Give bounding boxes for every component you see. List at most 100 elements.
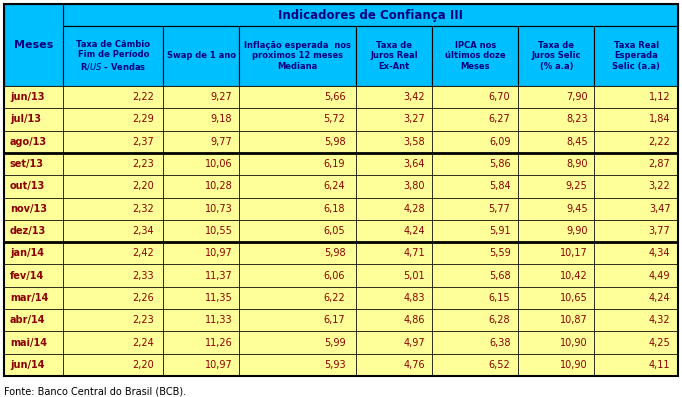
Bar (518, 198, 595, 220)
Text: 6,52: 6,52 (489, 360, 511, 370)
Text: 10,97: 10,97 (205, 360, 233, 370)
Text: 2,24: 2,24 (132, 337, 154, 347)
Text: 5,01: 5,01 (404, 271, 425, 281)
Text: 4,28: 4,28 (404, 204, 425, 214)
Bar (63, 108, 163, 131)
Text: 4,83: 4,83 (404, 293, 425, 303)
Text: 6,17: 6,17 (324, 315, 345, 325)
Text: 2,26: 2,26 (132, 293, 154, 303)
Bar (432, 264, 518, 287)
Text: ago/13: ago/13 (10, 137, 47, 147)
Bar (239, 242, 356, 264)
Text: 10,90: 10,90 (560, 360, 588, 370)
Bar (356, 354, 432, 376)
Bar (63, 153, 163, 175)
Bar (63, 242, 163, 264)
Bar (239, 220, 356, 242)
Text: nov/13: nov/13 (10, 204, 47, 214)
Text: Inflação esperada  nos
proximos 12 meses
Mediana: Inflação esperada nos proximos 12 meses … (244, 41, 351, 71)
Bar (356, 175, 432, 198)
Bar (63, 264, 163, 287)
Text: 6,19: 6,19 (324, 159, 345, 169)
Bar (163, 264, 239, 287)
Bar (163, 331, 239, 354)
Text: 9,45: 9,45 (566, 204, 588, 214)
Bar (595, 242, 678, 264)
Text: 4,34: 4,34 (649, 248, 670, 258)
Bar (432, 175, 518, 198)
Text: 9,18: 9,18 (211, 114, 233, 125)
Text: jun/14: jun/14 (10, 360, 44, 370)
Bar (595, 287, 678, 309)
Bar (4, 309, 63, 331)
Bar (63, 354, 163, 376)
Bar (239, 131, 356, 153)
Text: 9,90: 9,90 (566, 226, 588, 236)
Text: 10,65: 10,65 (560, 293, 588, 303)
Text: Taxa de Câmbio
Fim de Período
R$/US$ - Vendas: Taxa de Câmbio Fim de Período R$/US$ - V… (76, 40, 150, 72)
Bar (518, 26, 595, 86)
Bar (432, 198, 518, 220)
Text: 10,90: 10,90 (560, 337, 588, 347)
Bar (356, 220, 432, 242)
Bar (595, 153, 678, 175)
Bar (432, 287, 518, 309)
Bar (432, 309, 518, 331)
Text: 2,33: 2,33 (132, 271, 154, 281)
Bar (4, 220, 63, 242)
Bar (432, 153, 518, 175)
Bar (4, 86, 63, 108)
Text: 5,99: 5,99 (324, 337, 345, 347)
Text: 5,98: 5,98 (324, 137, 345, 147)
Bar (4, 287, 63, 309)
Text: 11,37: 11,37 (205, 271, 233, 281)
Bar (518, 220, 595, 242)
Text: 2,34: 2,34 (132, 226, 154, 236)
Text: 2,22: 2,22 (649, 137, 670, 147)
Bar (518, 331, 595, 354)
Text: 3,22: 3,22 (649, 181, 670, 191)
Bar (518, 175, 595, 198)
Text: 10,06: 10,06 (205, 159, 233, 169)
Text: set/13: set/13 (10, 159, 44, 169)
Text: 10,73: 10,73 (205, 204, 233, 214)
Text: 3,58: 3,58 (404, 137, 425, 147)
Bar (518, 153, 595, 175)
Text: 10,28: 10,28 (205, 181, 233, 191)
Bar (356, 198, 432, 220)
Bar (239, 264, 356, 287)
Text: 5,91: 5,91 (489, 226, 511, 236)
Bar (239, 26, 356, 86)
Text: fev/14: fev/14 (10, 271, 44, 281)
Bar (4, 354, 63, 376)
Text: 5,93: 5,93 (324, 360, 345, 370)
Text: 3,27: 3,27 (403, 114, 425, 125)
Text: 7,90: 7,90 (566, 92, 588, 102)
Bar (356, 26, 432, 86)
Bar (356, 131, 432, 153)
Bar (356, 287, 432, 309)
Bar (163, 220, 239, 242)
Bar (63, 26, 163, 86)
Bar (432, 220, 518, 242)
Bar (63, 131, 163, 153)
Bar (432, 354, 518, 376)
Text: IPCA nos
últimos doze
Meses: IPCA nos últimos doze Meses (445, 41, 505, 71)
Bar (163, 26, 239, 86)
Text: 5,86: 5,86 (489, 159, 511, 169)
Bar (4, 131, 63, 153)
Text: 9,25: 9,25 (566, 181, 588, 191)
Text: jan/14: jan/14 (10, 248, 44, 258)
Text: 2,20: 2,20 (132, 360, 154, 370)
Text: 4,97: 4,97 (404, 337, 425, 347)
Bar (4, 108, 63, 131)
Bar (4, 331, 63, 354)
Text: 6,38: 6,38 (489, 337, 511, 347)
Text: 6,06: 6,06 (324, 271, 345, 281)
Text: Indicadores de Confiança III: Indicadores de Confiança III (278, 8, 463, 21)
Bar (518, 131, 595, 153)
Text: 4,32: 4,32 (649, 315, 670, 325)
Bar (356, 264, 432, 287)
Bar (595, 264, 678, 287)
Text: 11,33: 11,33 (205, 315, 233, 325)
